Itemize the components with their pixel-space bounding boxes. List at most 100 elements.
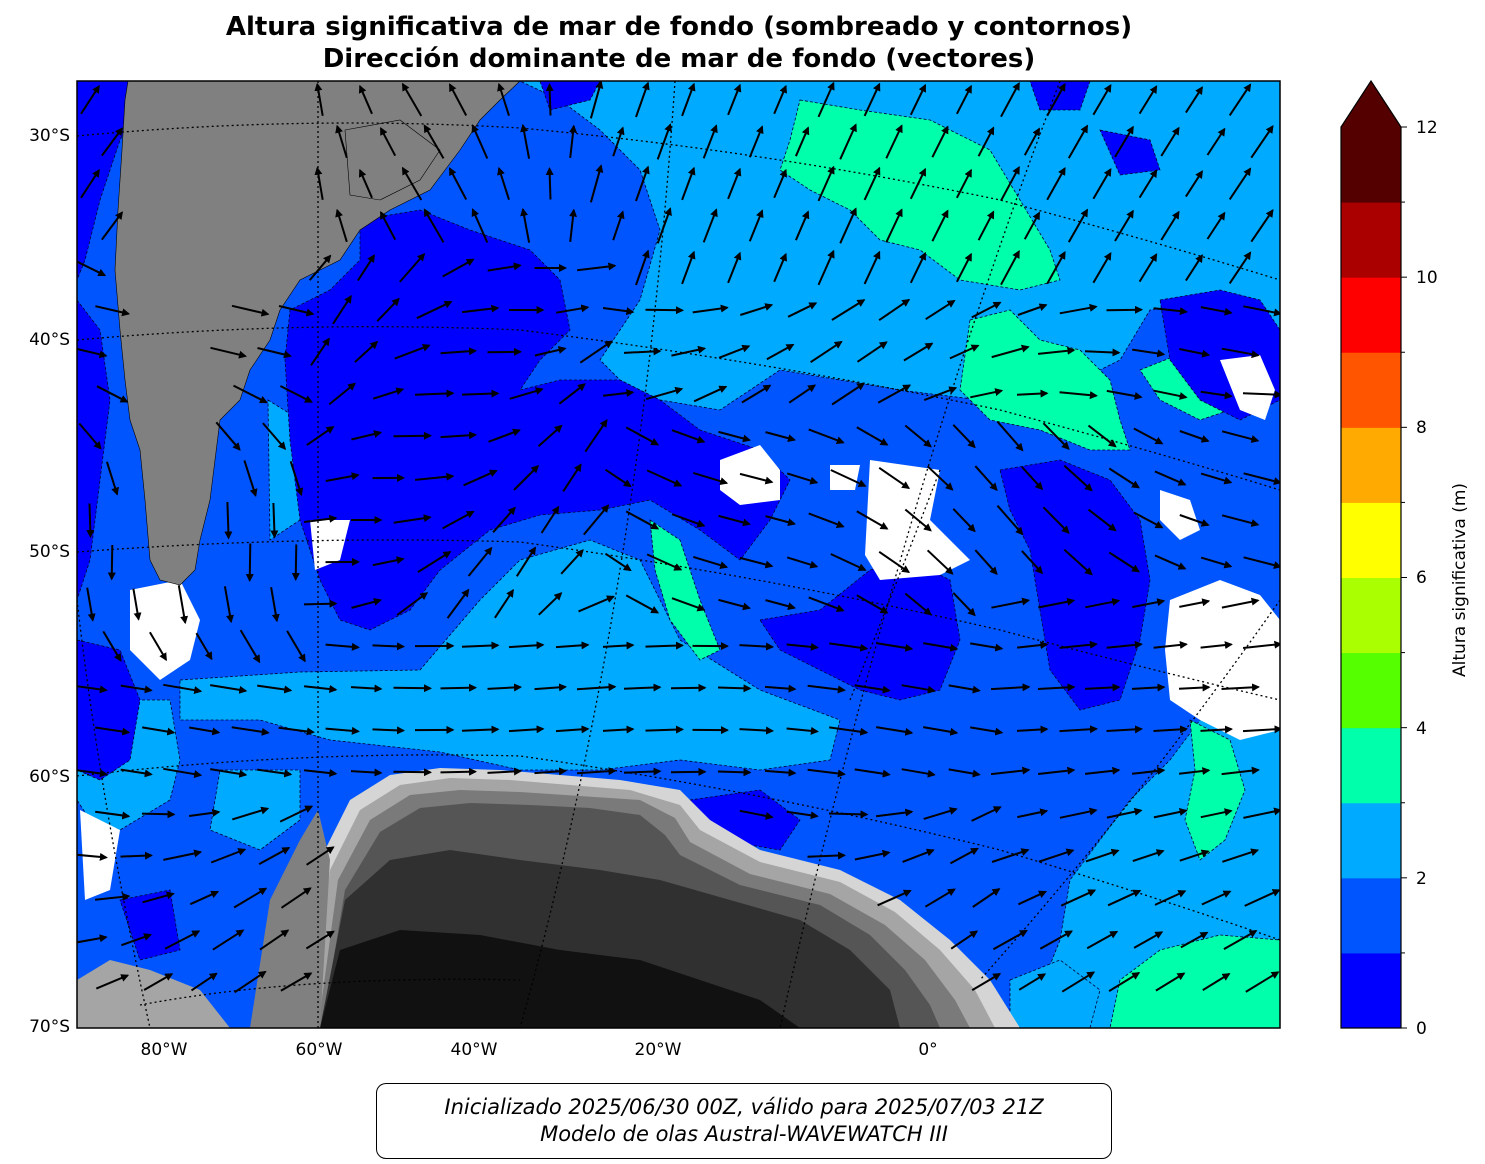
swell-vector-arrow — [909, 83, 927, 116]
swell-vector-arrow — [310, 337, 330, 366]
swell-vector-arrow — [508, 641, 545, 650]
colorbar — [1340, 80, 1407, 1029]
swell-vector-arrow — [878, 466, 911, 490]
swell-vector-arrow — [142, 726, 176, 736]
swell-vector-arrow — [143, 973, 174, 991]
swell-vector-arrow — [120, 768, 153, 778]
swell-zone-0-1m — [77, 81, 1280, 961]
swell-vector-arrow — [877, 384, 912, 404]
swell-vector-arrow — [764, 684, 797, 693]
swell-vector-arrow — [1228, 251, 1252, 284]
swell-vector-arrow — [645, 306, 684, 315]
swell-vector-arrow — [612, 210, 625, 241]
swell-vector-arrow — [1106, 807, 1143, 819]
swell-vector-arrow — [1059, 391, 1098, 400]
swell-vector-arrow — [540, 505, 560, 534]
swell-vector-arrow — [817, 249, 835, 286]
swell-vector-arrow — [372, 642, 405, 651]
swell-vector-arrow — [1153, 389, 1188, 400]
swell-vector-arrow — [949, 847, 979, 865]
swell-vector-arrow — [560, 549, 584, 575]
swell-vector-arrow — [1221, 430, 1260, 443]
swell-vector-arrow — [1153, 640, 1188, 649]
swell-vector-arrow — [786, 472, 819, 485]
swell-vector-arrow — [878, 298, 911, 322]
swell-vector-arrow — [1155, 972, 1186, 992]
swell-vector-arrow — [440, 431, 477, 440]
swell-vector-arrow — [765, 431, 796, 443]
colorbar-segment — [1341, 877, 1401, 954]
swell-vector-arrow — [786, 556, 819, 569]
swell-vector-arrow — [243, 460, 258, 498]
swell-vector-arrow — [163, 683, 203, 695]
swell-vector-arrow — [974, 549, 998, 576]
colorbar-segment — [1341, 727, 1401, 804]
swell-vector-arrow — [215, 421, 241, 451]
swell-vector-arrow — [1084, 683, 1121, 692]
swell-vector-arrow — [794, 126, 810, 157]
swell-vector-arrow — [1046, 250, 1066, 285]
swell-vector-arrow — [509, 387, 544, 400]
swell-vector-arrow — [232, 806, 270, 821]
swell-vector-arrow — [279, 805, 314, 823]
swell-vector-arrow — [904, 592, 932, 616]
swell-vector-arrow — [875, 808, 914, 818]
swell-vector-arrow — [1221, 597, 1260, 609]
colorbar-segment — [1341, 952, 1401, 1029]
swell-vector-arrow — [372, 556, 405, 567]
swell-vector-arrow — [289, 460, 304, 497]
swell-vector-arrow — [645, 386, 684, 401]
swell-vector-arrow — [562, 463, 582, 492]
swell-vector-arrow — [646, 469, 683, 487]
swell-vector-arrow — [1200, 725, 1233, 734]
swell-vector-arrow — [303, 514, 338, 523]
swell-vector-arrow — [977, 210, 995, 241]
swell-vector-arrow — [177, 585, 189, 625]
swell-vector-arrow — [974, 465, 998, 492]
swell-vector-arrow — [576, 262, 617, 272]
swell-vector-arrow — [1108, 551, 1140, 573]
swell-vector-arrow — [1046, 166, 1066, 201]
swell-vector-arrow — [996, 505, 1024, 536]
swell-vector-arrow — [558, 383, 586, 405]
swell-vector-arrow — [1228, 167, 1252, 200]
swell-vector-arrow — [1179, 514, 1210, 527]
swell-vector-arrow — [372, 387, 405, 400]
swell-vector-arrow — [303, 769, 338, 777]
swell-vector-arrow — [77, 852, 108, 861]
swell-vector-arrow — [534, 767, 567, 776]
swell-vector-arrow — [1106, 305, 1143, 314]
swell-vector-arrow — [923, 386, 958, 402]
swell-vector-arrow — [1108, 467, 1140, 489]
swell-vector-arrow — [1153, 307, 1188, 316]
swell-vector-arrow — [1114, 125, 1134, 158]
swell-vector-arrow — [948, 684, 981, 694]
swell-vector-arrow — [681, 250, 696, 285]
swell-vector-arrow — [121, 933, 153, 947]
swell-vector-arrow — [786, 810, 819, 820]
swell-vector-arrow — [1016, 725, 1049, 734]
swell-vector-arrow — [576, 767, 617, 776]
footer-init-valid: Inicializado 2025/06/30 00Z, válido para… — [444, 1095, 1044, 1119]
swell-vector-arrow — [1200, 306, 1233, 316]
swell-vector-arrow — [828, 810, 869, 819]
swell-vector-arrow — [270, 587, 280, 623]
swell-vector-arrow — [96, 385, 129, 403]
swell-vector-arrow — [1200, 808, 1233, 819]
swell-vector-arrow — [856, 426, 889, 446]
swell-vector-arrow — [212, 929, 245, 951]
swell-vector-arrow — [773, 252, 787, 283]
swell-vector-arrow — [602, 307, 635, 316]
swell-vector-arrow — [589, 81, 604, 119]
swell-vector-arrow — [1178, 767, 1211, 776]
swell-vector-arrow — [766, 343, 795, 361]
swell-vector-arrow — [305, 930, 335, 950]
swell-vector-arrow — [878, 550, 911, 574]
swell-vector-arrow — [291, 544, 300, 581]
swell-vector-arrow — [257, 768, 293, 778]
swell-vector-arrow — [773, 84, 787, 115]
swell-vector-arrow — [765, 599, 796, 611]
swell-vector-arrow — [584, 419, 608, 453]
swell-vector-arrow — [393, 768, 432, 777]
lat-label-70s: 70°S — [29, 1017, 70, 1037]
